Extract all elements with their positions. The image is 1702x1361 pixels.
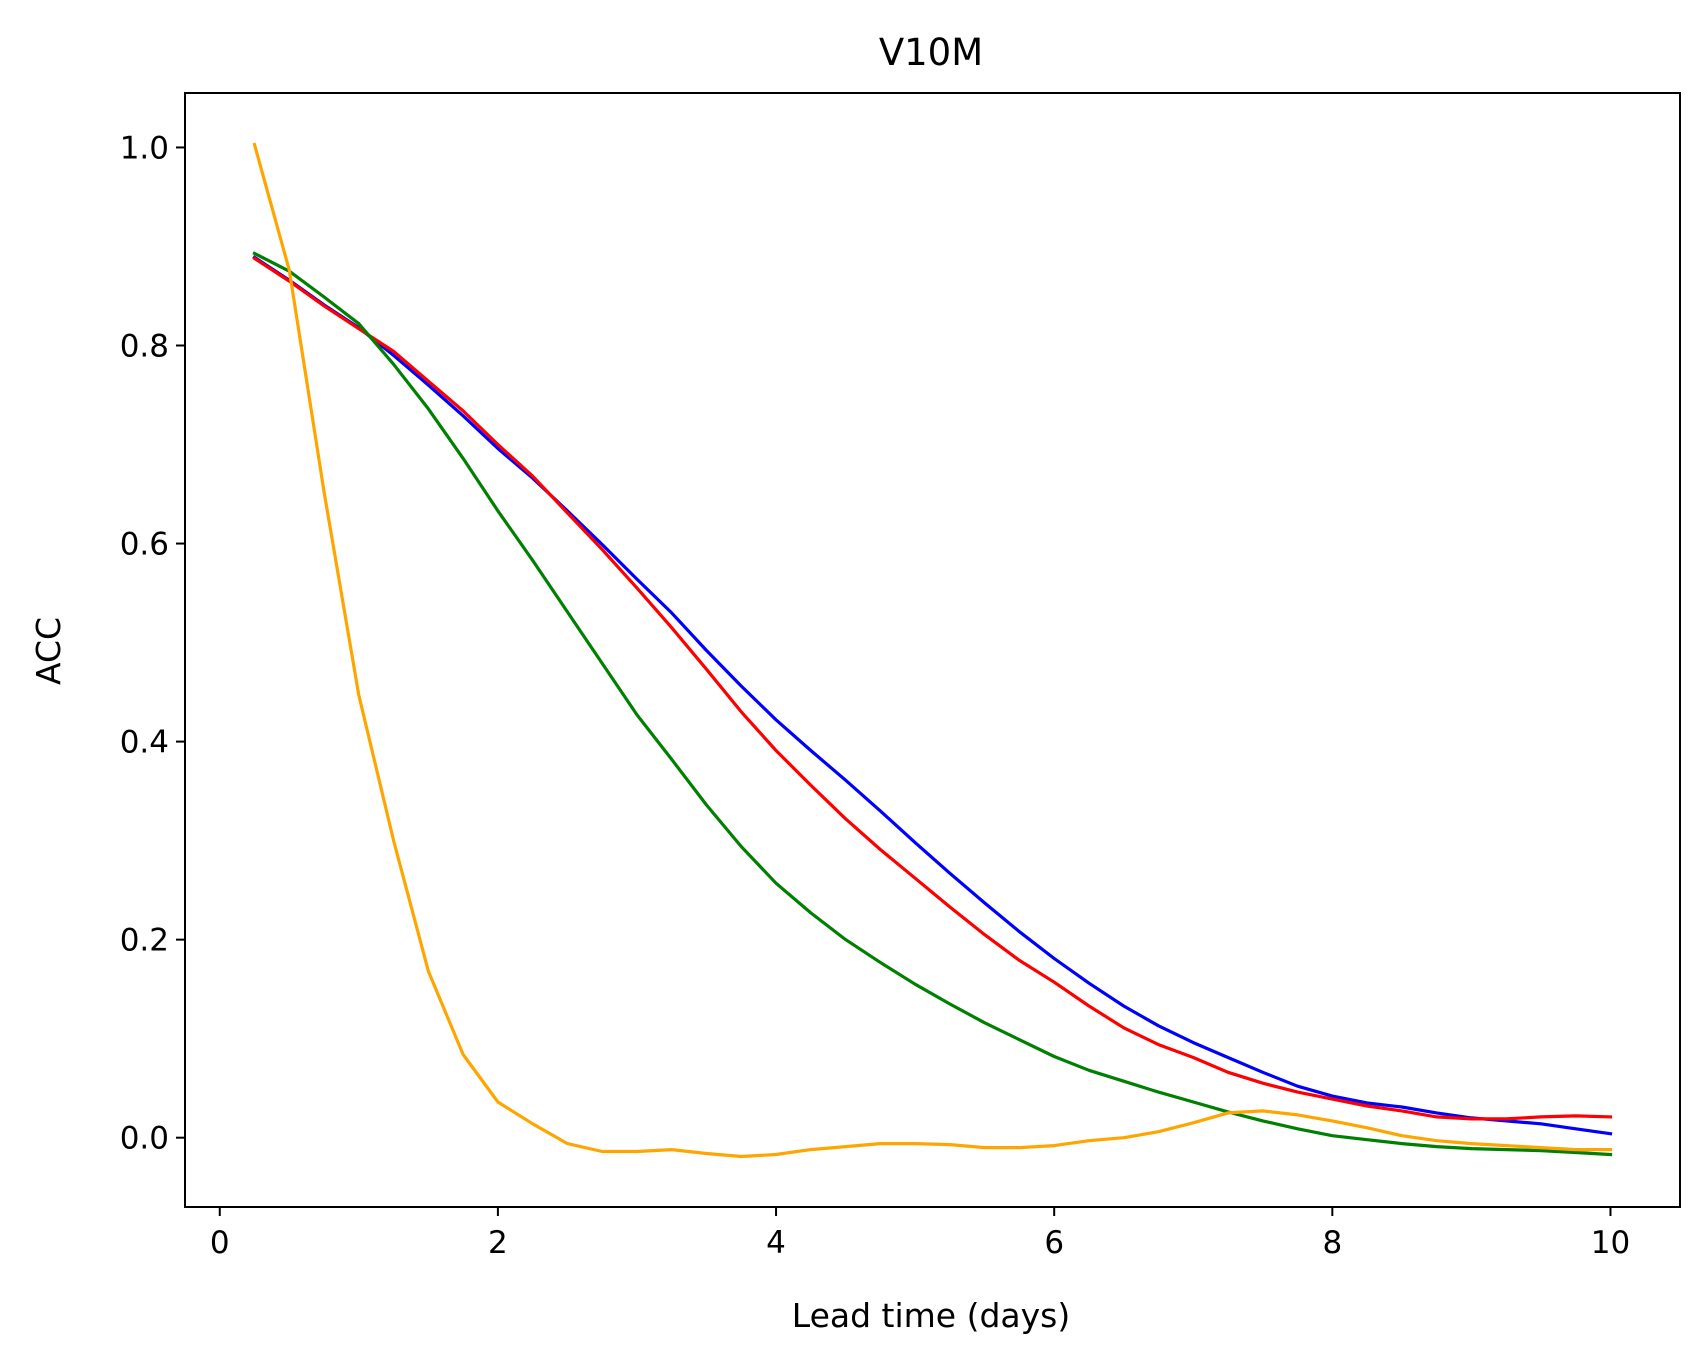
x-tick-label: 4: [766, 1225, 786, 1261]
x-tick-label: 6: [1044, 1225, 1064, 1261]
series-line-1: [252, 255, 1613, 1136]
y-tick-label: 0.2: [120, 923, 169, 959]
x-tick-label: 2: [488, 1225, 508, 1261]
y-tick-label: 0.6: [120, 527, 169, 563]
y-tick-label: 0.8: [120, 329, 169, 365]
series-line-3: [252, 251, 1613, 1157]
series-line-4: [252, 142, 1613, 1159]
x-tick-label: 0: [210, 1225, 230, 1261]
y-tick-label: 1.0: [120, 130, 169, 166]
y-tick-label: 0.4: [120, 725, 169, 761]
series-line-2: [252, 256, 1613, 1121]
plot-frame: [184, 92, 1681, 1208]
y-tick-label: 0.0: [120, 1121, 169, 1157]
x-tick-label: 10: [1591, 1225, 1630, 1261]
y-axis-label: ACC: [29, 617, 68, 685]
x-tick-label: 8: [1322, 1225, 1342, 1261]
ticks-layer: 0 2 4 6 8 10 0.0 0.2 0.4 0.6 0.8 1.0: [120, 130, 1631, 1261]
chart-title: V10M: [879, 31, 983, 74]
x-axis-label: Lead time (days): [792, 1296, 1070, 1335]
series-layer: [252, 142, 1613, 1159]
